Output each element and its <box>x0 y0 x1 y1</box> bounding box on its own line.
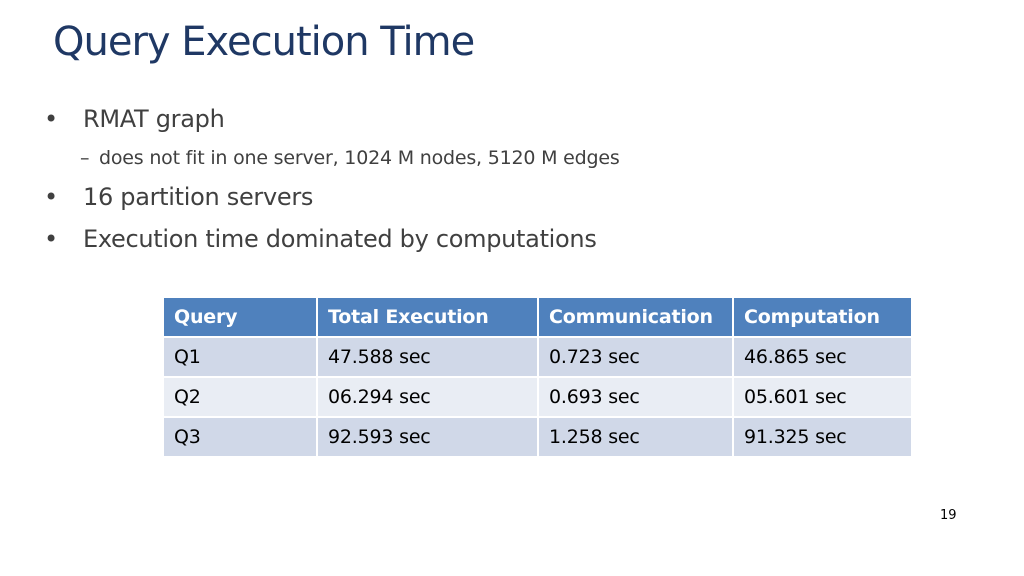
table-cell: 1.258 sec <box>537 416 734 458</box>
header-query: Query <box>162 296 318 338</box>
table-row: Q2 06.294 sec 0.693 sec 05.601 sec <box>162 376 913 418</box>
slide-title: Query Execution Time <box>53 19 475 65</box>
table-cell: 0.693 sec <box>537 376 734 418</box>
table-cell: 0.723 sec <box>537 336 734 378</box>
table-cell: 05.601 sec <box>732 376 913 418</box>
header-communication: Communication <box>537 296 734 338</box>
table-cell: 47.588 sec <box>316 336 539 378</box>
sub-bullet-marker: – <box>80 147 90 169</box>
bullet-marker: • <box>44 183 59 211</box>
table-cell: 46.865 sec <box>732 336 913 378</box>
header-total-execution: Total Execution <box>316 296 539 338</box>
table-cell: 92.593 sec <box>316 416 539 458</box>
page-number: 19 <box>940 508 957 523</box>
table-cell: 91.325 sec <box>732 416 913 458</box>
table-row: Q1 47.588 sec 0.723 sec 46.865 sec <box>162 336 913 378</box>
table-cell: Q1 <box>162 336 318 378</box>
table-cell: Q2 <box>162 376 318 418</box>
table-header-row: Query Total Execution Communication Comp… <box>162 296 913 338</box>
bullet-marker: • <box>44 225 59 253</box>
header-computation: Computation <box>732 296 913 338</box>
execution-time-table: Query Total Execution Communication Comp… <box>162 296 913 458</box>
table-row: Q3 92.593 sec 1.258 sec 91.325 sec <box>162 416 913 458</box>
table-cell: Q3 <box>162 416 318 458</box>
bullet-text: RMAT graph <box>83 105 225 133</box>
sub-bullet-text: does not fit in one server, 1024 M nodes… <box>99 147 620 169</box>
bullet-text: 16 partition servers <box>83 183 314 211</box>
table-cell: 06.294 sec <box>316 376 539 418</box>
bullet-marker: • <box>44 105 59 133</box>
bullet-text: Execution time dominated by computations <box>83 225 597 253</box>
